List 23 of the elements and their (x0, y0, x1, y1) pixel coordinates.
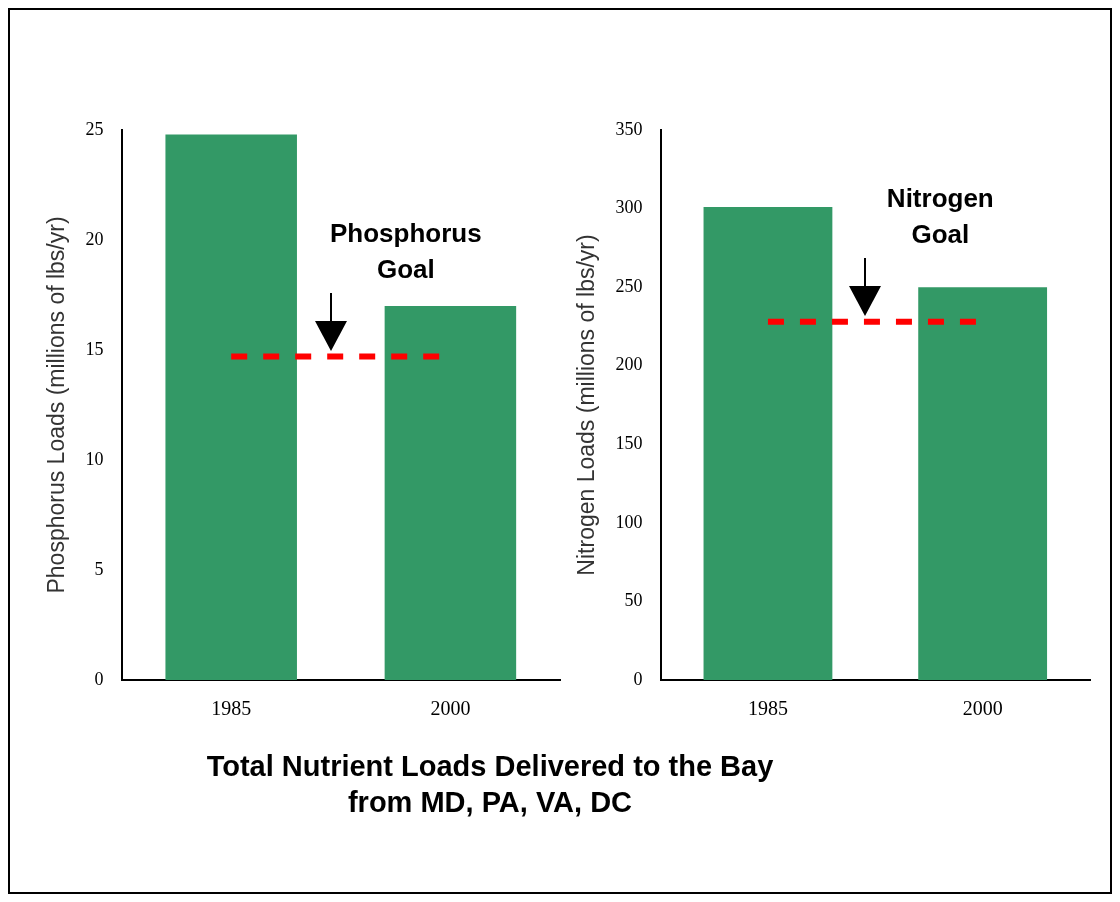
y-tick-label: 5 (94, 558, 104, 579)
x-tick-label: 2000 (962, 697, 1003, 720)
y-tick-label: 25 (85, 118, 104, 139)
y-tick-label: 250 (615, 275, 643, 296)
y-tick-label: 15 (85, 338, 104, 359)
y-tick-label: 10 (85, 448, 104, 469)
y-tick-label: 50 (624, 590, 643, 611)
y-tick-label: 300 (615, 197, 643, 218)
x-tick-label: 1985 (747, 697, 788, 720)
y-tick-label: 200 (615, 354, 643, 375)
x-tick-label: 1985 (211, 697, 252, 720)
y-axis-title: Nitrogen Loads (millions of lbs/yr) (573, 234, 600, 576)
y-tick-label: 0 (94, 668, 104, 689)
x-tick-label: 2000 (430, 697, 471, 720)
y-tick-label: 20 (85, 228, 104, 249)
y-axis-title: Phosphorus Loads (millions of lbs/yr) (43, 216, 70, 594)
y-tick-label: 150 (615, 433, 643, 454)
ref-line-label: Phosphorus Goal (329, 217, 482, 284)
y-tick-label: 100 (615, 511, 643, 532)
ref-line-label: Nitrogen Goal (886, 182, 994, 249)
y-tick-label: 350 (615, 118, 643, 139)
text: Total Nutrient Loads Delivered to the Bay from MD, PA, VA, DC (205, 749, 775, 820)
y-tick-label: 0 (633, 668, 643, 689)
